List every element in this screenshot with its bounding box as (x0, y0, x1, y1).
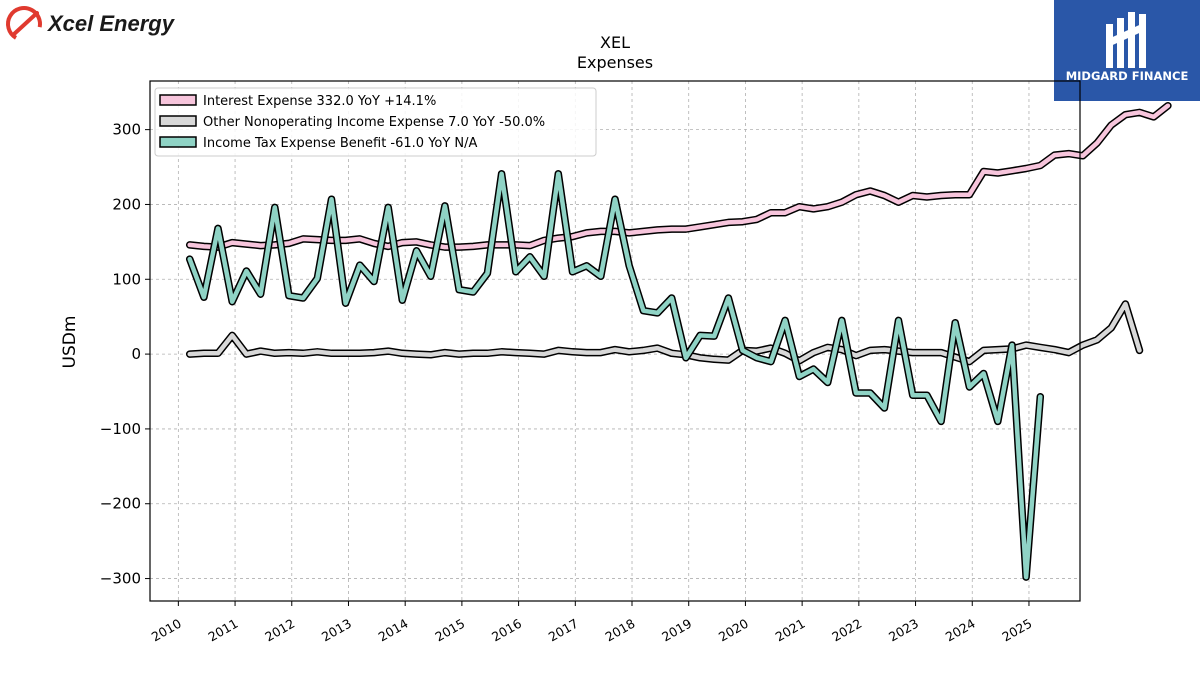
chart-legend: Interest Expense 332.0 YoY +14.1% Other N… (154, 87, 597, 157)
legend-label: Income Tax Expense Benefit -61.0 YoY N/A (203, 136, 478, 151)
x-tick-label: 2018 (602, 616, 637, 645)
partner-name: MIDGARD FINANCE (1066, 69, 1189, 83)
y-tick-label: 0 (131, 345, 141, 363)
y-axis-label: USDm (60, 316, 80, 369)
x-tick-label: 2024 (943, 616, 978, 645)
y-tick-label: 300 (112, 121, 141, 139)
legend-frame (154, 87, 597, 157)
chart-subtitle: Expenses (577, 53, 653, 72)
x-tick-label: 2010 (149, 616, 184, 645)
y-tick-label: −200 (100, 495, 141, 513)
y-tick-label: 100 (112, 270, 141, 288)
x-tick-label: 2025 (999, 616, 1034, 645)
grid-lines (150, 81, 1080, 601)
legend-label: Interest Expense 332.0 YoY +14.1% (203, 94, 436, 109)
midgard-emblem-icon (1106, 12, 1146, 68)
partner-logo: MIDGARD FINANCE (1054, 0, 1200, 101)
y-tick-label: −300 (100, 570, 141, 588)
legend-swatch (159, 115, 197, 127)
series-line (187, 171, 1043, 580)
series-line (187, 301, 1142, 364)
x-tick-label: 2014 (376, 616, 411, 645)
x-tick-label: 2023 (886, 616, 921, 645)
x-tick-label: 2020 (716, 616, 751, 645)
x-tick-label: 2021 (773, 616, 808, 645)
series-2 (185, 300, 1144, 366)
series-lines (185, 101, 1172, 581)
series-line (187, 103, 1171, 250)
series-3 (185, 170, 1045, 581)
x-tick-label: 2011 (206, 616, 241, 645)
x-tick-label: 2017 (546, 616, 581, 645)
x-tick-label: 2016 (489, 616, 524, 645)
x-tick-label: 2012 (262, 616, 297, 645)
legend-swatch (159, 136, 197, 148)
series-1 (185, 101, 1172, 251)
legend-label: Other Nonoperating Income Expense 7.0 Yo… (203, 115, 545, 130)
x-axis-ticks: 2010 2011 2012 2013 2014 2015 2016 2017 2018 2019… (149, 601, 1034, 645)
partner-logo-background (1054, 0, 1200, 101)
x-tick-label: 2022 (829, 616, 864, 645)
legend-swatch (159, 94, 197, 106)
y-tick-label: −100 (100, 420, 141, 438)
y-axis-ticks: −300 −200 −100 0 100 200 300 (100, 121, 150, 588)
x-tick-label: 2019 (659, 616, 694, 645)
x-tick-label: 2015 (432, 616, 467, 645)
y-tick-label: 200 (112, 195, 141, 213)
company-name-logo-text: Xcel Energy (46, 11, 176, 36)
xcel-swoosh-icon (6, 6, 42, 42)
brand-logo: Xcel Energy (6, 6, 176, 42)
plot-frame (149, 80, 1081, 602)
x-tick-label: 2013 (319, 616, 354, 645)
chart-title: XEL (600, 33, 630, 52)
